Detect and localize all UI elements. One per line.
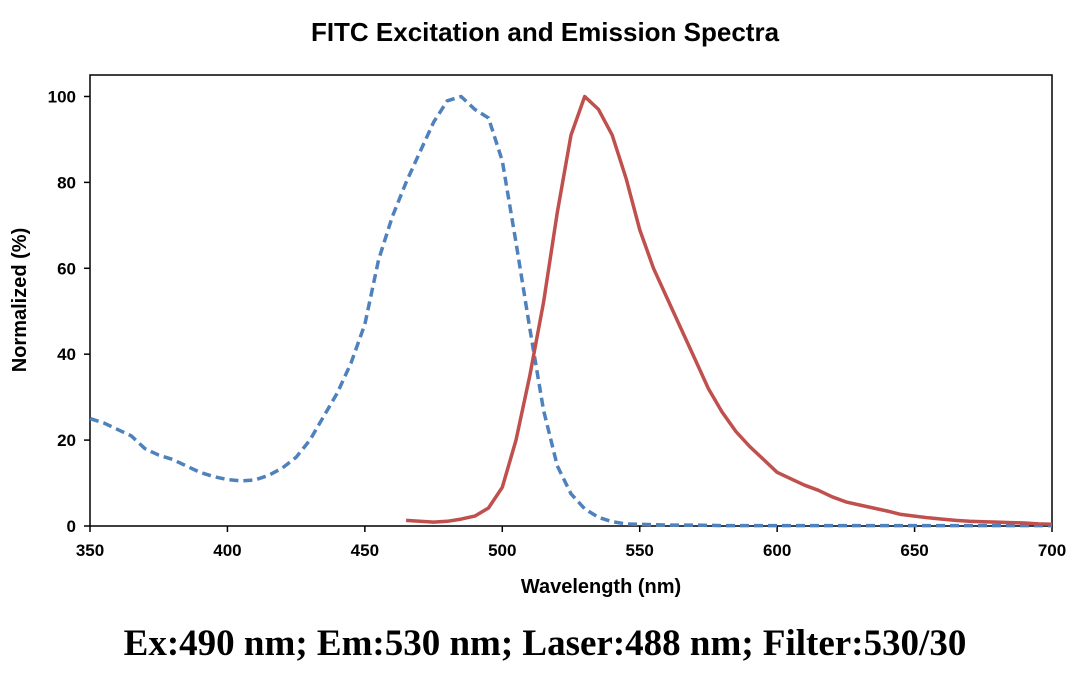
emission-series-line [405, 94, 1053, 527]
series-layer [89, 94, 1053, 528]
x-tick-label: 650 [900, 541, 928, 560]
y-tick-label: 40 [57, 345, 76, 364]
x-tick-label: 500 [488, 541, 516, 560]
x-tick-label: 350 [76, 541, 104, 560]
x-tick-label: 400 [213, 541, 241, 560]
spectra-caption: Ex:490 nm; Em:530 nm; Laser:488 nm; Filt… [123, 623, 967, 664]
y-tick-label: 80 [57, 173, 76, 192]
y-tick-label: 0 [67, 517, 76, 536]
x-tick-label: 700 [1038, 541, 1066, 560]
x-tick-label: 600 [763, 541, 791, 560]
y-tick-label: 60 [57, 259, 76, 278]
y-tick-label: 20 [57, 431, 76, 450]
y-axis-ticks: 0 20 40 60 80 100 [48, 87, 90, 536]
plot-area [89, 74, 1053, 527]
chart: FITC Excitation and Emission Spectra 0 20… [9, 17, 1066, 598]
chart-title: FITC Excitation and Emission Spectra [311, 17, 780, 47]
x-tick-label: 550 [626, 541, 654, 560]
x-axis-label: Wavelength (nm) [521, 576, 681, 598]
excitation-series-line [89, 94, 1052, 528]
x-tick-label: 450 [351, 541, 379, 560]
y-tick-label: 100 [48, 87, 76, 106]
x-axis-ticks: 350 400 450 500 550 600 650 700 [76, 526, 1066, 560]
y-axis-label: Normalized (%) [9, 228, 31, 372]
